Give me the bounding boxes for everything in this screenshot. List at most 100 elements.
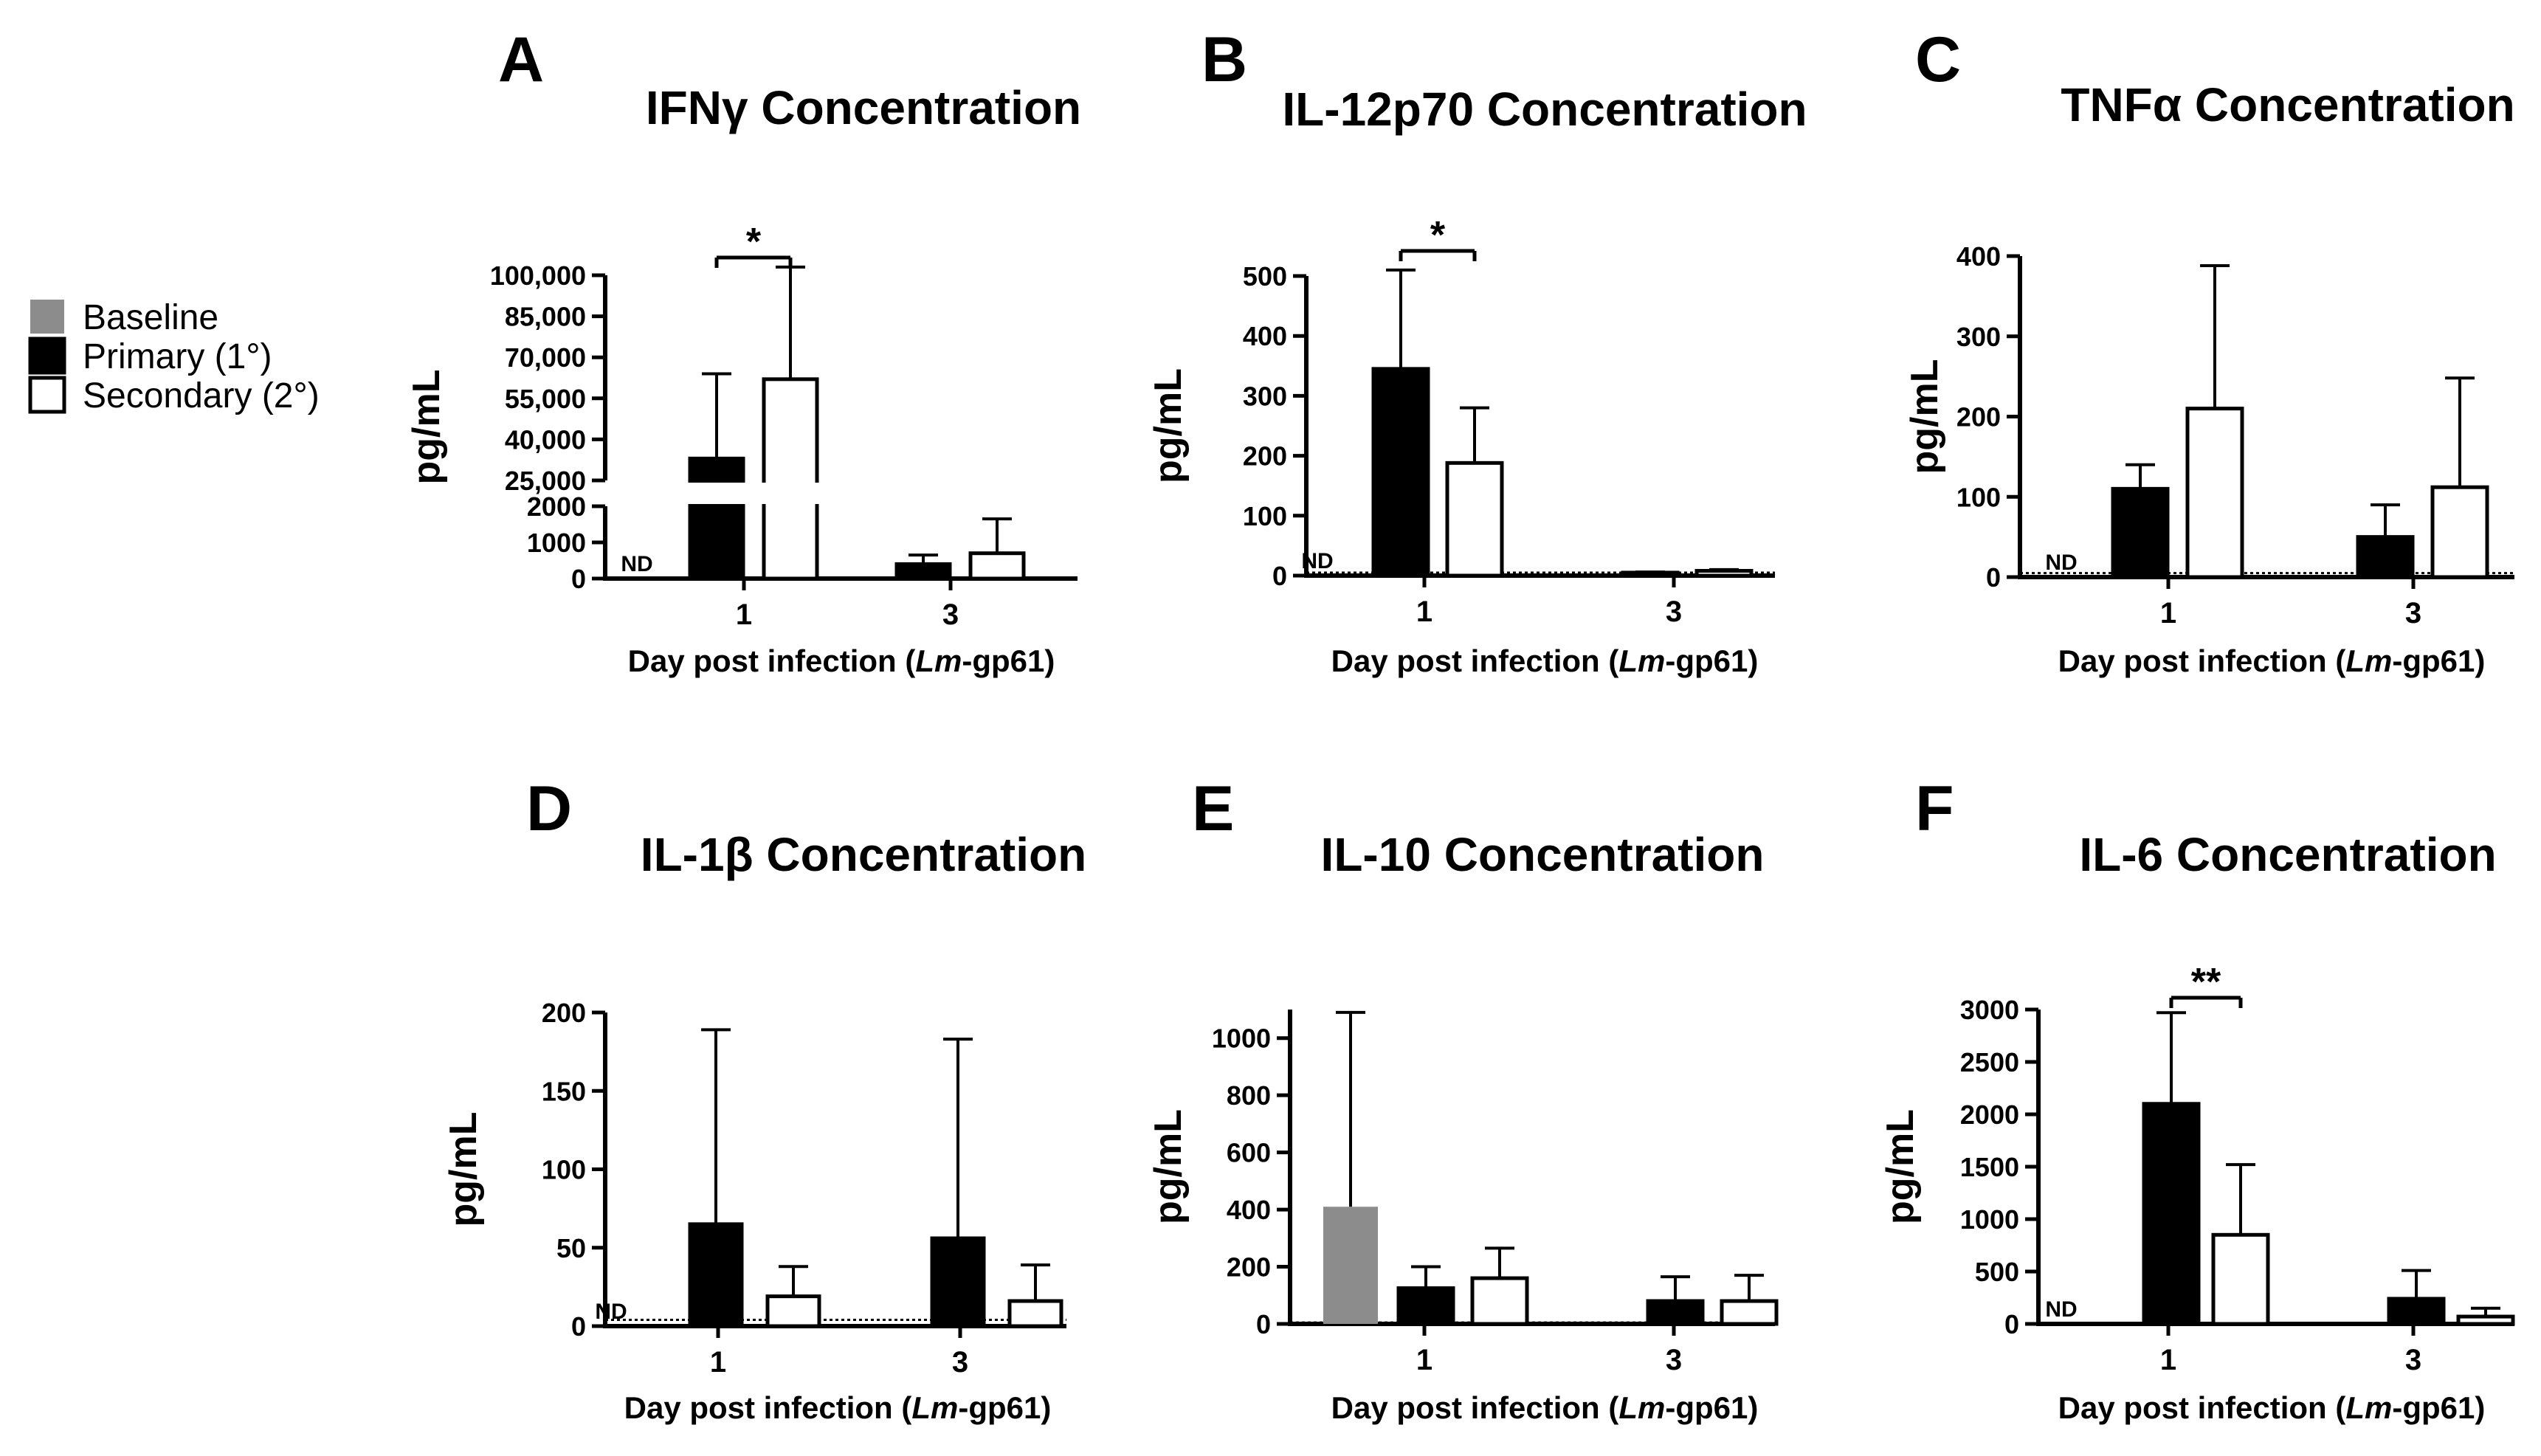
y-tick-label: 1000 <box>1960 1204 2019 1235</box>
y-tick-label: 100 <box>1243 501 1287 531</box>
panel-letter-b: B <box>1201 24 1247 95</box>
panel-title: IL-10 Concentration <box>1321 828 1765 881</box>
y-tick-label: 70,000 <box>505 342 586 373</box>
x-axis-label-italic: Lm <box>911 1390 958 1425</box>
panel-title: TNFα Concentration <box>2061 78 2514 131</box>
panel-letter-a: A <box>498 24 544 95</box>
significance-star: ** <box>2191 961 2221 1004</box>
panel-e: E IL-10 Concentration pg/mL Day post infect… <box>1147 773 1779 1425</box>
legend-swatch-3 <box>28 376 66 414</box>
y-axis-label: pg/mL <box>1903 359 1946 475</box>
bar-primary-day1 <box>2111 486 2170 579</box>
x-axis-label: Day post infection (Lm-gp61) <box>2058 1390 2486 1425</box>
y-tick-label: 200 <box>1956 402 2001 432</box>
nd-label: ND <box>595 1300 627 1324</box>
legend-label-1: Baseline <box>83 298 218 337</box>
x-axis-label-italic: Lm <box>1618 644 1665 678</box>
y-tick-label: 0 <box>1986 562 2001 593</box>
bar-primary-day3 <box>1646 1299 1705 1326</box>
y-axis-label: pg/mL <box>405 370 448 485</box>
x-axis-label-prefix: Day post infection ( <box>1331 1390 1619 1425</box>
x-axis-label-suffix: -gp61) <box>1665 644 1758 678</box>
y-tick-label: 3000 <box>1960 995 2019 1025</box>
bar-primary-day1 <box>688 1222 744 1328</box>
bar-secondary-day3 <box>1694 569 1754 578</box>
y-tick-label: 0 <box>1272 561 1287 591</box>
y-tick-label: 200 <box>542 998 586 1028</box>
y-tick-label: 85,000 <box>505 302 586 332</box>
y-tick-label: 1500 <box>1960 1152 2019 1182</box>
legend-swatch-2 <box>28 337 66 375</box>
bar-secondary-day3 <box>2456 1314 2515 1326</box>
x-axis-label: Day post infection (Lm-gp61) <box>628 644 1055 678</box>
bar-primary-day1 <box>688 456 745 581</box>
y-axis-label: pg/mL <box>1879 1109 1922 1224</box>
y-tick-label: 0 <box>571 1311 586 1342</box>
x-axis-label: Day post infection (Lm-gp61) <box>624 1390 1052 1425</box>
legend-label-2: Primary (1°) <box>83 337 272 376</box>
y-tick-label: 2000 <box>527 491 586 522</box>
bar-primary-day3 <box>894 562 952 581</box>
x-axis-label-italic: Lm <box>1618 1390 1665 1425</box>
x-tick-label: 3 <box>1666 596 1682 628</box>
panel-title: IFNγ Concentration <box>646 81 1081 134</box>
x-axis-label-suffix: -gp61) <box>1665 1390 1758 1425</box>
bar-secondary-day3 <box>1007 1299 1063 1328</box>
x-axis-label-suffix: -gp61) <box>958 1390 1051 1425</box>
x-axis-label: Day post infection (Lm-gp61) <box>1331 1390 1759 1425</box>
x-tick-label: 1 <box>736 598 752 631</box>
panel-letter-f: F <box>1915 773 1954 844</box>
x-tick-label: 1 <box>1416 1344 1432 1376</box>
x-tick-label: 3 <box>942 598 959 631</box>
panel-b: B IL-12p70 Concentration pg/mL Day post inf… <box>1147 24 1807 678</box>
x-axis-label-prefix: Day post infection ( <box>628 644 916 678</box>
bar-secondary-day3 <box>1720 1299 1779 1326</box>
y-tick-label: 500 <box>1975 1257 2019 1287</box>
x-tick-label: 3 <box>1666 1344 1682 1376</box>
x-axis-label: Day post infection (Lm-gp61) <box>1331 644 1759 678</box>
x-axis-label: Day post infection (Lm-gp61) <box>2058 644 2486 678</box>
y-tick-label: 300 <box>1956 322 2001 352</box>
x-tick-label: 1 <box>2160 1344 2176 1376</box>
bar-primary-day3 <box>2387 1297 2446 1326</box>
x-axis-label-prefix: Day post infection ( <box>1331 644 1619 678</box>
significance-star: * <box>1430 214 1446 257</box>
y-tick-label: 100 <box>542 1155 586 1185</box>
y-axis-label: pg/mL <box>1147 368 1190 483</box>
bar-primary-day3 <box>1621 570 1680 578</box>
y-tick-label: 200 <box>1227 1252 1271 1283</box>
bar-secondary-day1 <box>2211 1232 2270 1326</box>
x-tick-label: 1 <box>710 1346 726 1379</box>
x-axis-label-prefix: Day post infection ( <box>624 1390 912 1425</box>
bar-secondary-day1 <box>2185 407 2244 579</box>
y-tick-label: 25,000 <box>505 466 586 496</box>
nd-label: ND <box>621 552 652 576</box>
y-axis-label: pg/mL <box>442 1112 485 1227</box>
y-tick-label: 2500 <box>1960 1047 2019 1077</box>
bar-primary-day1 <box>1396 1286 1455 1326</box>
nd-label: ND <box>1301 549 1333 573</box>
y-tick-label: 1000 <box>527 528 586 558</box>
y-tick-label: 100 <box>1956 482 2001 512</box>
nd-label: ND <box>2045 1297 2077 1322</box>
significance-star: * <box>746 221 762 263</box>
x-tick-label: 3 <box>952 1346 968 1379</box>
x-tick-label: 3 <box>2405 1344 2421 1376</box>
y-tick-label: 40,000 <box>505 424 586 455</box>
bar-secondary-day1 <box>1470 1276 1529 1326</box>
panel-letter-c: C <box>1915 24 1961 95</box>
y-tick-label: 200 <box>1243 441 1287 472</box>
x-axis-label-suffix: -gp61) <box>2392 1390 2485 1425</box>
bar-primary-day3 <box>930 1236 986 1328</box>
panel-d: D IL-1β Concentration pg/mL Day post infect… <box>442 773 1086 1425</box>
bar-secondary-day1 <box>762 377 819 581</box>
x-axis-label-suffix: -gp61) <box>962 644 1055 678</box>
y-tick-label: 0 <box>1256 1309 1271 1339</box>
bar-primary-day1 <box>2142 1102 2201 1326</box>
y-tick-label: 2000 <box>1960 1100 2019 1130</box>
panel-letter-d: D <box>526 773 572 844</box>
legend-label-3: Secondary (2°) <box>83 376 320 415</box>
legend-swatch-1 <box>30 300 64 334</box>
bar-baseline-day1 <box>1323 1207 1378 1324</box>
